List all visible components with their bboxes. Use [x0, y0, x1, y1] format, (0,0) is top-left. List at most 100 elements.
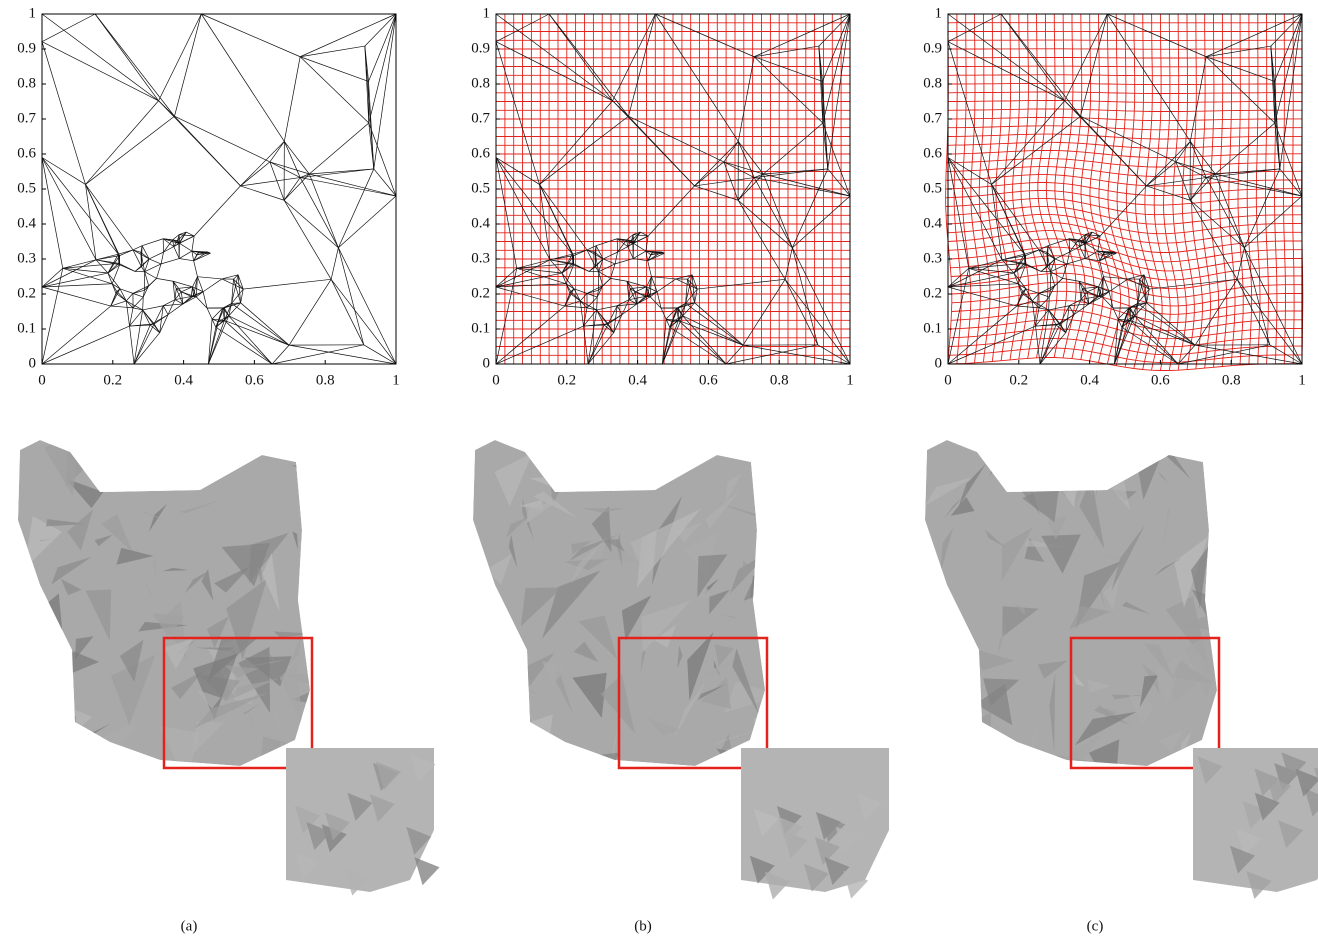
mesh-edge — [157, 278, 174, 281]
mesh-edge — [194, 186, 240, 236]
y-tick-label: 0 — [483, 355, 491, 371]
y-tick-label: 0.9 — [923, 40, 942, 56]
y-tick-label: 0.5 — [17, 180, 36, 196]
facet — [1059, 477, 1089, 490]
mesh-edge — [133, 293, 143, 297]
mesh-edge — [678, 320, 726, 364]
facet — [1089, 438, 1098, 497]
mesh-plot: 00.20.40.60.8100.10.20.30.40.50.60.70.80… — [923, 5, 1306, 388]
mesh-edge — [164, 240, 173, 252]
facet — [25, 593, 66, 663]
facet — [4, 513, 22, 560]
x-tick-label: 0.8 — [316, 372, 335, 388]
mesh-edge — [143, 306, 164, 310]
facet — [510, 714, 553, 773]
mesh-edge — [42, 306, 111, 364]
mesh-edge — [42, 287, 111, 306]
mesh-edge — [627, 281, 646, 287]
mesh-edge — [603, 278, 611, 285]
y-tick-label: 0.3 — [17, 250, 36, 266]
mesh-edge — [549, 14, 628, 116]
y-tick-label: 0.5 — [471, 180, 490, 196]
mesh-edge — [611, 278, 628, 281]
mesh-edge — [618, 247, 628, 253]
mesh-edge — [300, 14, 396, 57]
mesh-edge — [134, 325, 150, 364]
mesh-edge — [1032, 301, 1035, 326]
mesh-edge — [42, 158, 63, 269]
facet — [1008, 769, 1039, 795]
x-tick-label: 0.4 — [174, 372, 193, 388]
y-tick-label: 0.4 — [17, 215, 36, 231]
mesh-edge — [365, 14, 396, 46]
facet — [512, 739, 535, 758]
mesh-edge — [1176, 141, 1190, 161]
mesh-edge — [42, 42, 159, 101]
facet — [1208, 491, 1235, 508]
mesh-edge — [1040, 325, 1056, 364]
mesh-edge — [85, 116, 174, 184]
mesh-edge — [1080, 116, 1146, 186]
mesh-edge — [754, 46, 819, 57]
facet — [124, 431, 181, 458]
mesh-edge — [587, 246, 596, 250]
mesh-edge — [133, 246, 142, 250]
mesh-edge — [207, 308, 212, 319]
mesh-edge — [828, 169, 850, 196]
y-tick-label: 0.8 — [471, 75, 490, 91]
facet — [1013, 767, 1032, 776]
x-tick-label: 1 — [1298, 372, 1306, 388]
facet — [755, 490, 784, 540]
facet — [750, 555, 786, 598]
x-tick-label: 0.4 — [1080, 372, 1099, 388]
cat-head — [459, 436, 790, 795]
mesh-edge — [1070, 240, 1079, 252]
mesh-edge — [562, 273, 566, 284]
mesh-edge — [1067, 259, 1085, 264]
mesh-edge — [539, 116, 628, 184]
mesh-edge — [661, 308, 666, 319]
mesh-edge — [374, 169, 396, 196]
mesh-edge — [42, 158, 96, 260]
facet — [983, 739, 995, 767]
mesh-edge — [496, 158, 550, 260]
y-tick-label: 0.3 — [923, 250, 942, 266]
facet — [37, 723, 111, 769]
mesh-edge — [1206, 46, 1271, 57]
mesh-edge — [130, 326, 135, 364]
mesh-edge — [42, 158, 118, 255]
facet — [989, 411, 1043, 477]
mesh-edge — [697, 279, 785, 289]
page: 00.20.40.60.8100.10.20.30.40.50.60.70.80… — [0, 0, 1318, 940]
mesh-edge — [1049, 297, 1050, 310]
x-tick-label: 0.4 — [628, 372, 647, 388]
mesh-edge — [142, 239, 163, 246]
mesh-edge — [1026, 250, 1039, 256]
mesh-edge — [785, 279, 850, 364]
mesh-edge — [42, 158, 85, 185]
x-tick-label: 0.8 — [1222, 372, 1241, 388]
mesh-edge — [678, 320, 743, 345]
mesh-edge — [580, 293, 587, 301]
y-tick-label: 0 — [935, 355, 943, 371]
mesh-edge — [174, 14, 201, 116]
mesh-edge — [240, 141, 284, 185]
mesh-edge — [179, 251, 192, 258]
mesh-edge — [133, 286, 149, 294]
mesh-edge — [194, 261, 198, 277]
zoom-inset — [1193, 748, 1318, 899]
mesh-edge — [241, 303, 289, 345]
mesh-edge — [42, 284, 112, 287]
x-tick-label: 0 — [492, 372, 500, 388]
mesh-edge — [42, 42, 85, 185]
mesh-edge — [126, 301, 129, 326]
mesh-edge — [603, 252, 617, 259]
mesh-edge — [270, 141, 284, 161]
y-tick-label: 0.4 — [471, 215, 490, 231]
y-tick-label: 0.6 — [471, 145, 490, 161]
mesh-edge — [615, 252, 617, 264]
y-tick-label: 0 — [29, 355, 37, 371]
y-tick-label: 0.9 — [471, 40, 490, 56]
mesh-edge — [161, 259, 179, 264]
mesh-edge — [300, 57, 369, 123]
